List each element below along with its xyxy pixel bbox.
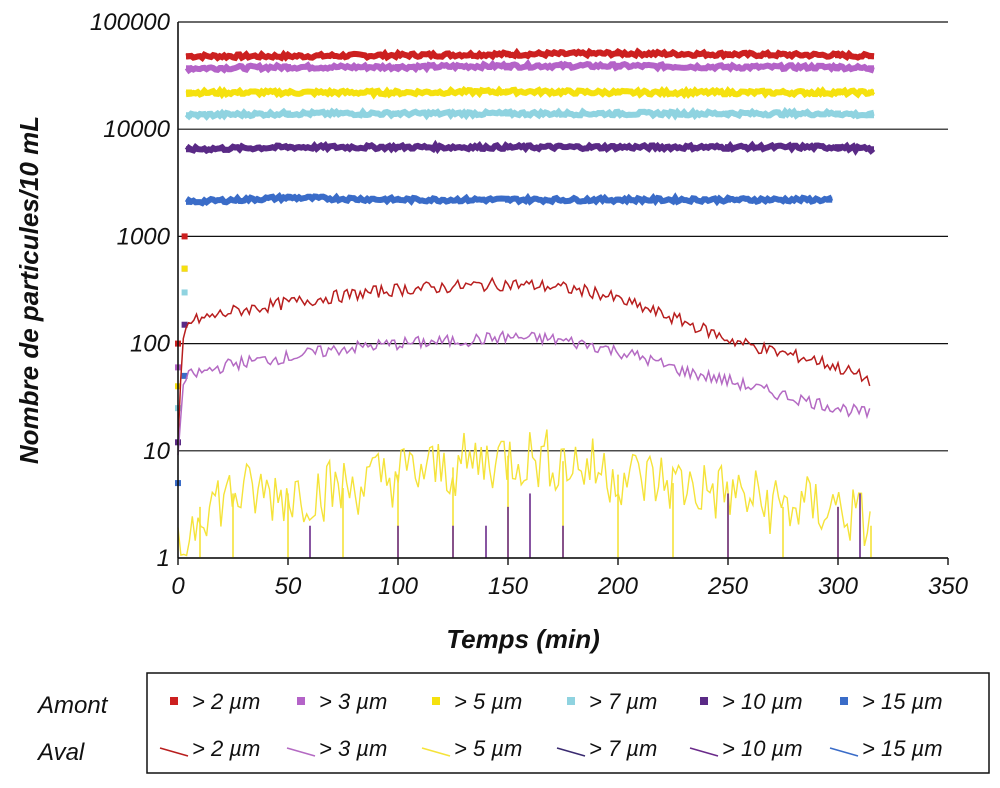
- series-aval-8: [177, 429, 872, 558]
- series-band: [185, 85, 876, 100]
- legend-label: > 7 µm: [589, 689, 657, 714]
- y-tick-label: 1: [157, 545, 170, 572]
- series-band: [184, 139, 876, 156]
- series-aval-10: [309, 493, 861, 558]
- series-line: [177, 276, 871, 445]
- y-tick-label: 10: [143, 438, 170, 465]
- legend-label: > 2 µm: [192, 736, 260, 761]
- series-amont-4: [175, 139, 876, 446]
- x-axis-title: Temps (min): [446, 624, 600, 654]
- data-point: [181, 372, 188, 379]
- legend-marker: [700, 697, 708, 705]
- legend-line: [159, 747, 189, 757]
- x-tick-label: 200: [597, 573, 639, 600]
- series-aval-6: [177, 276, 871, 445]
- data-point: [181, 289, 188, 296]
- data-point: [181, 321, 188, 328]
- axes-layer: 1 10 100 1000 10000 100000 0 50 100 150 200 250 300 3…: [90, 9, 969, 600]
- series-aval-7: [177, 330, 871, 456]
- y-axis-title: Nombre de particules/10 mL: [14, 116, 44, 464]
- legend-label: > 5 µm: [454, 689, 522, 714]
- legend-label: > 3 µm: [319, 689, 387, 714]
- series-band: [184, 106, 875, 121]
- series-line: [177, 330, 871, 456]
- series-layer: [175, 47, 876, 558]
- legend-marker: [297, 697, 305, 705]
- series-amont-3: [175, 106, 875, 412]
- y-tick-label: 100000: [90, 9, 171, 36]
- legend-group-label: Amont: [36, 692, 109, 719]
- series-line: [177, 429, 871, 557]
- y-tick-label: 10000: [103, 116, 170, 143]
- series-amont-1: [175, 58, 875, 371]
- legend-line: [829, 747, 859, 757]
- legend-box: [146, 672, 990, 774]
- x-tick-label: 100: [378, 573, 419, 600]
- legend-marker: [432, 697, 440, 705]
- x-tick-label: 50: [275, 573, 302, 600]
- legend-label: > 10 µm: [722, 689, 803, 714]
- legend-label: > 15 µm: [862, 736, 943, 761]
- legend-marker: [567, 697, 575, 705]
- x-tick-label: 300: [818, 573, 859, 600]
- legend-label: > 5 µm: [454, 736, 522, 761]
- legend-line: [556, 747, 586, 757]
- legend-marker: [840, 697, 848, 705]
- data-point: [181, 233, 188, 240]
- legend-label: > 2 µm: [192, 689, 260, 714]
- legend: Amont Aval > 2 µm > 3 µm > 5 µm > 7 µm > 10 µm…: [36, 672, 990, 774]
- x-tick-label: 150: [488, 573, 529, 600]
- x-tick-label: 0: [171, 573, 185, 600]
- data-point: [181, 265, 188, 272]
- y-tick-label: 1000: [117, 223, 171, 250]
- x-tick-label: 250: [707, 573, 749, 600]
- legend-label: > 10 µm: [722, 736, 803, 761]
- series-band: [185, 47, 875, 63]
- y-tick-label: 100: [130, 331, 171, 358]
- series-band: [184, 192, 834, 207]
- legend-line: [689, 747, 719, 757]
- legend-group-label: Aval: [36, 739, 85, 766]
- legend-line: [421, 747, 451, 757]
- legend-label: > 3 µm: [319, 736, 387, 761]
- legend-label: > 15 µm: [862, 689, 943, 714]
- series-band: [184, 58, 875, 75]
- legend-marker: [170, 697, 178, 705]
- legend-line: [286, 747, 316, 757]
- legend-label: > 7 µm: [589, 736, 657, 761]
- x-tick-label: 350: [928, 573, 969, 600]
